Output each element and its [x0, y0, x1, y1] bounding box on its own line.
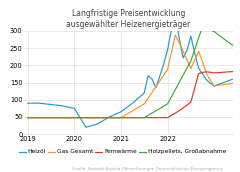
Gas Gesamt — [26, 117, 29, 119]
Line: Fernwärme: Fernwärme — [28, 72, 234, 118]
Holzpellets, Großabnahme — [61, 117, 64, 119]
Heizöl — [108, 116, 111, 118]
Legend: Heizöl, Gas Gesamt, Fernwärme, Holzpellets, Großabnahme: Heizöl, Gas Gesamt, Fernwärme, Holzpelle… — [18, 149, 226, 154]
Heizöl — [26, 102, 29, 104]
Holzpellets, Großabnahme — [139, 117, 142, 119]
Heizöl — [143, 92, 146, 94]
Heizöl — [84, 126, 87, 128]
Holzpellets, Großabnahme — [147, 114, 150, 116]
Gas Gesamt — [147, 97, 150, 99]
Line: Gas Gesamt: Gas Gesamt — [28, 35, 234, 118]
Gas Gesamt — [139, 105, 142, 107]
Holzpellets, Großabnahme — [26, 117, 29, 119]
Fernwärme — [166, 117, 169, 119]
Fernwärme — [150, 117, 153, 119]
Gas Gesamt — [61, 117, 64, 119]
Fernwärme — [26, 117, 29, 119]
Gas Gesamt — [104, 117, 107, 119]
Heizöl — [61, 105, 64, 107]
Gas Gesamt — [166, 68, 169, 71]
Fernwärme — [104, 117, 107, 119]
Holzpellets, Großabnahme — [232, 45, 235, 47]
Holzpellets, Großabnahme — [201, 25, 204, 28]
Heizöl — [174, 17, 177, 19]
Gas Gesamt — [174, 34, 177, 36]
Fernwärme — [147, 117, 150, 119]
Holzpellets, Großabnahme — [166, 103, 169, 105]
Fernwärme — [232, 71, 235, 73]
Holzpellets, Großabnahme — [150, 112, 153, 114]
Line: Holzpellets, Großabnahme: Holzpellets, Großabnahme — [28, 26, 234, 118]
Heizöl — [232, 78, 235, 80]
Gas Gesamt — [232, 82, 235, 84]
Fernwärme — [61, 117, 64, 119]
Holzpellets, Großabnahme — [104, 117, 107, 119]
Title: Langfristige Preisentwicklung
ausgewählter Heizenergieträger: Langfristige Preisentwicklung ausgewählt… — [66, 9, 191, 29]
Heizöl — [155, 87, 157, 89]
Fernwärme — [139, 117, 142, 119]
Line: Heizöl: Heizöl — [28, 18, 234, 127]
Text: Quelle: Statistik Austria | Berechnungen Österreichisches Energieagentur: Quelle: Statistik Austria | Berechnungen… — [72, 166, 223, 171]
Heizöl — [170, 29, 173, 31]
Gas Gesamt — [150, 91, 153, 93]
Heizöl — [150, 78, 153, 80]
